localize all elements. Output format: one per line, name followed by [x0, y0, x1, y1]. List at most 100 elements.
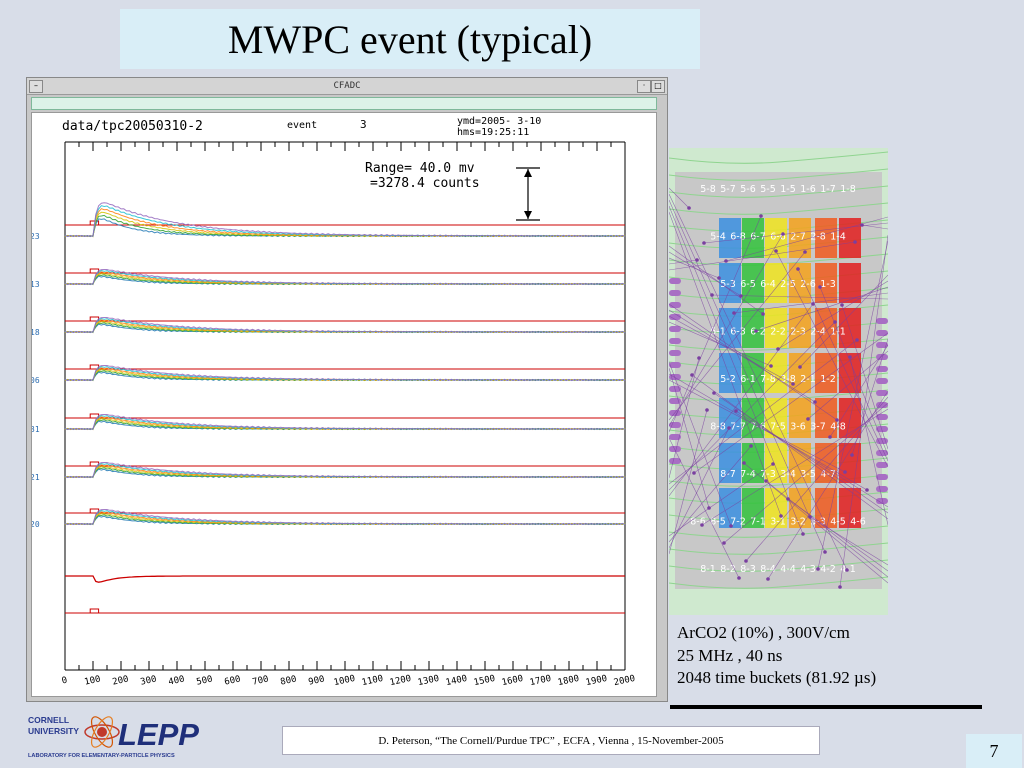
- bond-wire: [711, 294, 889, 300]
- slide-title-box: MWPC event (typical): [120, 9, 700, 69]
- waveform-traces: [64, 202, 626, 614]
- waveform-trace: [64, 317, 626, 334]
- pad-label: 6-4: [760, 279, 776, 290]
- bond-wire: [745, 396, 889, 562]
- bond-wire: [797, 268, 889, 462]
- bond-wire: [668, 257, 720, 279]
- via: [724, 259, 728, 263]
- pad-cell: [789, 218, 811, 258]
- pad-cell: [839, 308, 861, 348]
- x-tick-label: 1100: [361, 674, 384, 688]
- waveform-trace: [64, 211, 626, 238]
- via: [806, 417, 810, 421]
- board-trace: [668, 151, 889, 164]
- pad-cell: [815, 263, 837, 303]
- pad-label: 7-8: [760, 374, 776, 385]
- window-menu-button[interactable]: –: [29, 80, 43, 93]
- pad-board-svg: 5-85-75-65-51-51-61-71-85-46-86-76-62-72…: [668, 148, 889, 615]
- via: [835, 418, 839, 422]
- pad-label: 6-1: [740, 374, 756, 385]
- connector-pin: [876, 330, 888, 336]
- scope-datafile-label: data/tpc20050310-2: [62, 119, 203, 134]
- pad-label: 1-8: [840, 184, 856, 195]
- via: [816, 567, 820, 571]
- page-number: 7: [989, 740, 999, 761]
- pad-label: 8-2: [720, 564, 736, 575]
- pad-board-diagram: 5-85-75-65-51-51-61-71-85-46-86-76-62-72…: [668, 148, 889, 615]
- pad-label: 5-6: [740, 184, 756, 195]
- scope-event-label: event: [287, 120, 317, 131]
- pad-label: 3-6: [790, 422, 806, 433]
- via: [717, 276, 721, 280]
- channel-row-label: 13: [32, 280, 40, 289]
- x-tick-label: 400: [168, 674, 186, 687]
- waveform-trace: [64, 462, 626, 479]
- via: [828, 435, 832, 439]
- board-trace: [668, 542, 889, 555]
- pad-label: 5-5: [760, 184, 776, 195]
- via: [848, 355, 852, 359]
- x-tick-label: 800: [280, 674, 298, 687]
- pad-label: 4-3: [800, 564, 816, 575]
- pad-label: 4-4: [780, 564, 796, 575]
- via: [769, 364, 773, 368]
- connector-pin: [669, 290, 681, 296]
- via: [759, 214, 763, 218]
- scope-window: CFADC – · □ data/tpc20050310-2 event 3 y…: [26, 77, 668, 702]
- slide-title: MWPC event (typical): [227, 16, 593, 62]
- pad-label: 3-7: [810, 422, 826, 433]
- via: [700, 523, 704, 527]
- x-tick-label: 600: [224, 674, 242, 687]
- via: [705, 408, 709, 412]
- x-tick-label: 2000: [613, 674, 636, 688]
- bond-wire: [765, 480, 889, 578]
- via: [766, 577, 770, 581]
- via: [754, 329, 758, 333]
- via: [739, 294, 743, 298]
- via: [729, 524, 733, 528]
- pad-label: 5-3: [720, 279, 736, 290]
- via: [855, 338, 859, 342]
- bond-wire: [668, 463, 774, 537]
- pad-cell: [742, 353, 764, 393]
- via: [732, 311, 736, 315]
- bond-wire: [668, 321, 772, 367]
- pad-cell: [765, 443, 787, 483]
- pad-label: 1-6: [800, 184, 816, 195]
- pad-cell: [815, 353, 837, 393]
- bond-wire: [807, 350, 889, 420]
- pad-label: 7-3: [760, 469, 776, 480]
- x-tick-label: 1900: [585, 674, 608, 688]
- waveform-trace: [64, 414, 626, 431]
- pad-label: 2-6: [800, 279, 816, 290]
- maximize-button[interactable]: □: [651, 80, 665, 93]
- pad-cell: [815, 218, 837, 258]
- pad-label: 8-5: [710, 517, 726, 528]
- pad-cell: [719, 488, 741, 528]
- connector-pin: [669, 326, 681, 332]
- channel-row-label: 18: [32, 328, 40, 337]
- bond-wire: [668, 427, 730, 549]
- x-tick-label: 1800: [557, 674, 580, 688]
- via: [707, 506, 711, 510]
- bond-wire: [777, 280, 889, 350]
- connector-pin: [669, 422, 681, 428]
- bond-wire: [733, 292, 889, 314]
- pad-cell: [719, 443, 741, 483]
- x-tick-label: 1600: [501, 674, 524, 688]
- pad-label: 3-1: [770, 517, 786, 528]
- pad-cell: [789, 443, 811, 483]
- x-tick-label: 700: [252, 674, 270, 687]
- pad-label: 2-8: [810, 232, 826, 243]
- pad-cell: [765, 308, 787, 348]
- x-tick-label: 1000: [333, 674, 356, 688]
- bond-wire: [668, 251, 742, 297]
- pad-cell: [765, 488, 787, 528]
- minimize-button[interactable]: ·: [637, 80, 651, 93]
- via: [734, 409, 738, 413]
- bond-wire: [668, 379, 846, 473]
- pad-label: 8-6: [690, 517, 706, 528]
- via: [737, 576, 741, 580]
- scope-titlebar[interactable]: CFADC: [27, 78, 667, 95]
- via: [774, 249, 778, 253]
